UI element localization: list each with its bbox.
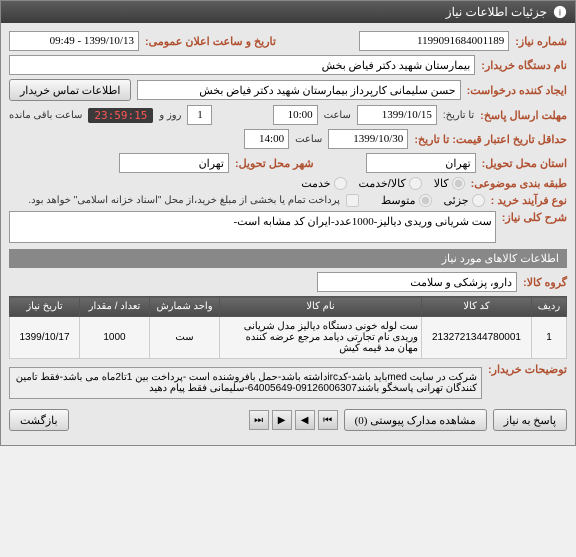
pager-prev-button[interactable]: ◀ — [295, 410, 315, 430]
info-icon: i — [553, 5, 567, 19]
announce-field — [9, 31, 139, 51]
saat-label-1: ساعت — [324, 110, 351, 121]
buyer-note-label: توضیحات خریدار: — [488, 363, 567, 376]
pager-first-button[interactable]: ⏮ — [318, 410, 338, 430]
need-no-field — [359, 31, 509, 51]
desc-label: شرح کلی نیاز: — [502, 211, 567, 224]
delivery-city-label: شهر محل تحویل: — [235, 157, 314, 170]
back-button[interactable]: بازگشت — [9, 409, 69, 431]
cell-qty: 1000 — [80, 317, 150, 359]
budget-goods-service-radio[interactable]: کالا/خدمت — [359, 177, 422, 190]
payment-note: پرداخت تمام یا بخشی از مبلغ خرید،از محل … — [28, 195, 340, 206]
budget-goods-radio[interactable]: کالا — [434, 177, 465, 190]
process-low-label: جزئی — [444, 194, 469, 207]
pager-next-button[interactable]: ▶ — [272, 410, 292, 430]
announce-label: تاریخ و ساعت اعلان عمومی: — [145, 35, 276, 48]
reply-button[interactable]: پاسخ به نیاز — [493, 409, 567, 431]
to-date-label: تا تاریخ: — [443, 110, 474, 121]
cell-code: 2132721344780001 — [422, 317, 532, 359]
process-mid-radio[interactable]: متوسط — [381, 194, 432, 207]
days-remaining-field — [187, 105, 212, 125]
group-field — [317, 272, 517, 292]
pager: ⏮ ◀ ▶ ⏭ — [249, 410, 338, 430]
creator-label: ایجاد کننده درخواست: — [467, 84, 567, 97]
need-details-window: i جزئیات اطلاعات نیاز شماره نیاز: تاریخ … — [0, 0, 576, 446]
process-radio-group: جزئی متوسط — [381, 194, 485, 207]
org-field — [9, 55, 475, 75]
window-title-bar: i جزئیات اطلاعات نیاز — [1, 1, 575, 23]
cell-idx: 1 — [532, 317, 567, 359]
credit-date-field — [328, 129, 408, 149]
th-code: کد کالا — [422, 297, 532, 317]
budget-goods-service-label: کالا/خدمت — [359, 177, 406, 190]
th-unit: واحد شمارش — [150, 297, 220, 317]
credit-time-field — [244, 129, 289, 149]
content-area: شماره نیاز: تاریخ و ساعت اعلان عمومی: نا… — [1, 23, 575, 445]
delivery-state-field — [366, 153, 476, 173]
remaining-label: ساعت باقی مانده — [9, 110, 82, 121]
creator-field — [137, 80, 460, 100]
cell-date: 1399/10/17 — [10, 317, 80, 359]
deadline-date-field — [357, 105, 437, 125]
th-qty: تعداد / مقدار — [80, 297, 150, 317]
svg-text:i: i — [559, 8, 561, 19]
table-row: 1 2132721344780001 ست لوله خونی دستگاه د… — [10, 317, 567, 359]
goods-table: ردیف کد کالا نام کالا واحد شمارش تعداد /… — [9, 296, 567, 359]
goods-section-header: اطلاعات کالاهای مورد نیاز — [9, 249, 567, 268]
deadline-time-field — [273, 105, 318, 125]
th-idx: ردیف — [532, 297, 567, 317]
saat-label-2: ساعت — [295, 134, 322, 145]
countdown-timer: 23:59:15 — [88, 108, 153, 123]
delivery-state-label: استان محل تحویل: — [482, 157, 567, 170]
credit-label: حداقل تاریخ اعتبار قیمت: تا تاریخ: — [414, 133, 567, 146]
rooz-label: روز و — [159, 110, 181, 121]
cell-name: ست لوله خونی دستگاه دیالیز مدل شریانی ور… — [220, 317, 422, 359]
pager-last-button[interactable]: ⏭ — [249, 410, 269, 430]
budget-goods-label: کالا — [434, 177, 449, 190]
desc-textarea — [9, 211, 496, 243]
deadline-label: مهلت ارسال پاسخ: — [480, 109, 567, 122]
process-label: نوع فرآیند خرید : — [491, 194, 567, 207]
cell-unit: ست — [150, 317, 220, 359]
budget-label: طبقه بندی موضوعی: — [471, 177, 567, 190]
buyer-note-box: شرکت در سایت medباید باشد-کدircداشته باش… — [9, 367, 482, 399]
th-date: تاریخ نیاز — [10, 297, 80, 317]
contact-button[interactable]: اطلاعات تماس خریدار — [9, 79, 131, 101]
attach-count: (0) — [355, 415, 368, 427]
budget-radio-group: کالا کالا/خدمت خدمت — [301, 177, 464, 190]
treasury-checkbox[interactable] — [346, 194, 359, 207]
view-attach-label: مشاهده مدارک پیوستی — [370, 415, 476, 427]
process-mid-label: متوسط — [381, 194, 416, 207]
delivery-city-field — [119, 153, 229, 173]
process-low-radio[interactable]: جزئی — [444, 194, 485, 207]
budget-service-label: خدمت — [301, 177, 330, 190]
budget-service-radio[interactable]: خدمت — [301, 177, 346, 190]
group-label: گروه کالا: — [523, 276, 567, 289]
th-name: نام کالا — [220, 297, 422, 317]
need-no-label: شماره نیاز: — [515, 35, 567, 48]
view-attachments-button[interactable]: مشاهده مدارک پیوستی (0) — [344, 409, 487, 431]
org-label: نام دستگاه خریدار: — [481, 59, 567, 72]
footer-row: پاسخ به نیاز مشاهده مدارک پیوستی (0) ⏮ ◀… — [9, 403, 567, 437]
window-title: جزئیات اطلاعات نیاز — [446, 5, 547, 19]
